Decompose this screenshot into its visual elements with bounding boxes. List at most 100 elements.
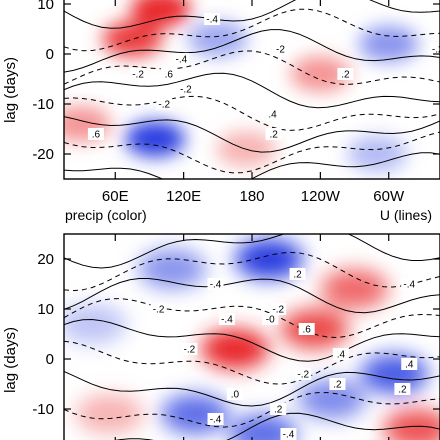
- bottom-contour-label-bg-16: [207, 413, 224, 425]
- bottom-contour-label-0: -.4: [210, 280, 222, 291]
- top-y-tick-label-3: -20: [32, 146, 54, 163]
- bottom-contour-label-2: -.4: [403, 280, 415, 291]
- bottom-contour-label-bg-4: [150, 303, 167, 315]
- top-contour-label-bg-6: [156, 98, 173, 110]
- bottom-contour-label-1: .2: [293, 270, 302, 281]
- bottom-precip-anomaly-2: [64, 304, 127, 344]
- bottom-contour-label-bg-8: [181, 343, 198, 355]
- top-x-tick-label-2: 180: [239, 188, 264, 205]
- bottom-contour-label-bg-14: [226, 388, 243, 400]
- bottom-contour-label-bg-5: [218, 313, 235, 325]
- top-u-contour-line-1: [64, 8, 440, 52]
- bottom-panel: -.4.2-.4-.2-.2-.4.6-0-.2.4-.2.2.4.2.0.2-…: [2, 233, 440, 440]
- bottom-contour-label-12: .4: [405, 360, 414, 371]
- top-contour-label-bg-7: [264, 108, 281, 120]
- bottom-u-contour-line-0: [64, 234, 440, 269]
- bottom-precip-anomaly-10: [383, 409, 440, 440]
- bottom-contour-label-bg-12: [401, 358, 418, 370]
- bottom-contour-label-13: .2: [398, 385, 407, 396]
- top-contour-label-10: -.2: [432, 45, 440, 56]
- top-y-tick-label-0: 10: [37, 0, 54, 13]
- bottom-contour-label-15: .2: [274, 405, 283, 416]
- bottom-contour-label-bg-13: [394, 383, 411, 395]
- top-contour-label-bg-0: [204, 13, 221, 25]
- top-precip-anomaly-2: [187, 21, 248, 57]
- top-u-contour-line-5: [64, 95, 440, 131]
- bottom-contour-label-bg-15: [270, 403, 287, 415]
- bottom-precip-anomaly-7: [297, 379, 366, 419]
- bottom-contour-label-9: .4: [337, 350, 346, 361]
- bottom-contour-label-6: .6: [303, 325, 312, 336]
- bottom-contour-label-bg-7: [262, 313, 279, 325]
- top-u-contour-line-6: [64, 116, 440, 153]
- u-lines-title: U (lines): [380, 207, 432, 223]
- top-contour-label-bg-2: [130, 68, 147, 80]
- bottom-u-contour-line-5: [64, 340, 440, 385]
- top-y-axis-title: lag (days): [2, 57, 19, 123]
- bottom-u-contour-line-8: [114, 412, 440, 440]
- top-contour-label-bg-4: [173, 53, 190, 65]
- top-precip-anomaly-3: [290, 56, 351, 92]
- bottom-contour-label-bg-17: [280, 428, 297, 440]
- bottom-y-tick-label-0: 20: [37, 251, 54, 268]
- bottom-x-ticks: [114, 234, 390, 440]
- top-x-tick-label-4: 60W: [373, 188, 405, 205]
- top-contour-label-9: .2: [341, 70, 350, 81]
- top-u-contour-line-2: [64, 29, 440, 73]
- bottom-precip-anomaly-11: [75, 394, 144, 434]
- bottom-contour-label-14: .0: [231, 390, 240, 401]
- bottom-u-contour-line-7: [64, 392, 440, 428]
- bottom-contour-label-8: -.2: [183, 345, 195, 356]
- top-contour-label-1: -2: [276, 45, 285, 56]
- top-u-contour-line-4: [64, 72, 440, 109]
- bottom-contour-label-5: -.4: [221, 315, 233, 326]
- bottom-contour-label-4: -.2: [153, 305, 165, 316]
- bottom-precip-anomaly-9: [229, 414, 298, 440]
- bottom-contour-label-bg-2: [401, 278, 418, 290]
- bottom-y-axis: 20 10 0 -10: [32, 251, 440, 418]
- bottom-precip-anomaly-1: [138, 249, 207, 289]
- top-precip-anomaly-5: [125, 121, 186, 157]
- top-contour-label-bg-9: [337, 68, 354, 80]
- bottom-u-contour-line-3: [64, 298, 440, 339]
- top-contour-label-11: .6: [92, 130, 101, 141]
- bottom-u-contour-line-1: [64, 251, 440, 292]
- top-precip-anomaly-1: [130, 0, 191, 27]
- top-contour-label-6: -.2: [158, 100, 170, 111]
- top-contour-labels: -.4-2-.2.6-.4-.2-.2.4.2.2-.2.6: [87, 13, 440, 141]
- bottom-contour-label-11: .2: [333, 380, 342, 391]
- bottom-contour-label-17: -.4: [283, 430, 295, 440]
- top-contour-label-0: -.4: [206, 15, 218, 26]
- top-contour-label-7: .4: [268, 110, 277, 121]
- top-x-axis: 60E 120E 180 120W 60W: [102, 0, 405, 205]
- bottom-y-axis-title: lag (days): [2, 327, 19, 393]
- bottom-contour-label-bg-9: [332, 348, 349, 360]
- top-contour-label-3: .6: [165, 70, 174, 81]
- top-contour-label-bg-11: [87, 128, 104, 140]
- top-y-axis: 10 0 -10 -20: [32, 0, 440, 163]
- top-u-contour-line-0: [64, 0, 440, 29]
- bottom-u-contour-line-6: [64, 370, 440, 407]
- top-x-tick-label-0: 60E: [102, 188, 129, 205]
- bottom-contour-label-7: -0: [266, 315, 275, 326]
- top-x-tick-label-1: 120E: [166, 188, 201, 205]
- top-contour-label-2: -.2: [132, 70, 144, 81]
- bottom-precip-anomaly-0: [235, 239, 304, 279]
- bottom-contour-label-bg-11: [329, 378, 346, 390]
- bottom-contour-label-bg-10: [295, 368, 312, 380]
- bottom-u-contour-line-2: [64, 278, 440, 314]
- top-contour-label-5: -.2: [180, 85, 192, 96]
- top-contour-label-bg-3: [160, 68, 177, 80]
- top-contour-label-bg-5: [177, 83, 194, 95]
- top-contour-label-4: -.4: [176, 55, 188, 66]
- bottom-contour-label-10: -.2: [297, 370, 309, 381]
- top-u-contours: [64, 0, 440, 179]
- bottom-precip-anomaly-3: [200, 329, 269, 369]
- bottom-contour-labels: -.4.2-.4-.2-.2-.4.6-0-.2.4-.2.2.4.2.0.2-…: [150, 268, 418, 440]
- precip-color-title: precip (color): [65, 207, 147, 223]
- top-precip-anomaly-0: [102, 21, 163, 57]
- bottom-contour-label-3: -.2: [272, 305, 284, 316]
- bottom-y-tick-label-2: 0: [46, 351, 54, 368]
- top-contour-label-bg-1: [272, 43, 289, 55]
